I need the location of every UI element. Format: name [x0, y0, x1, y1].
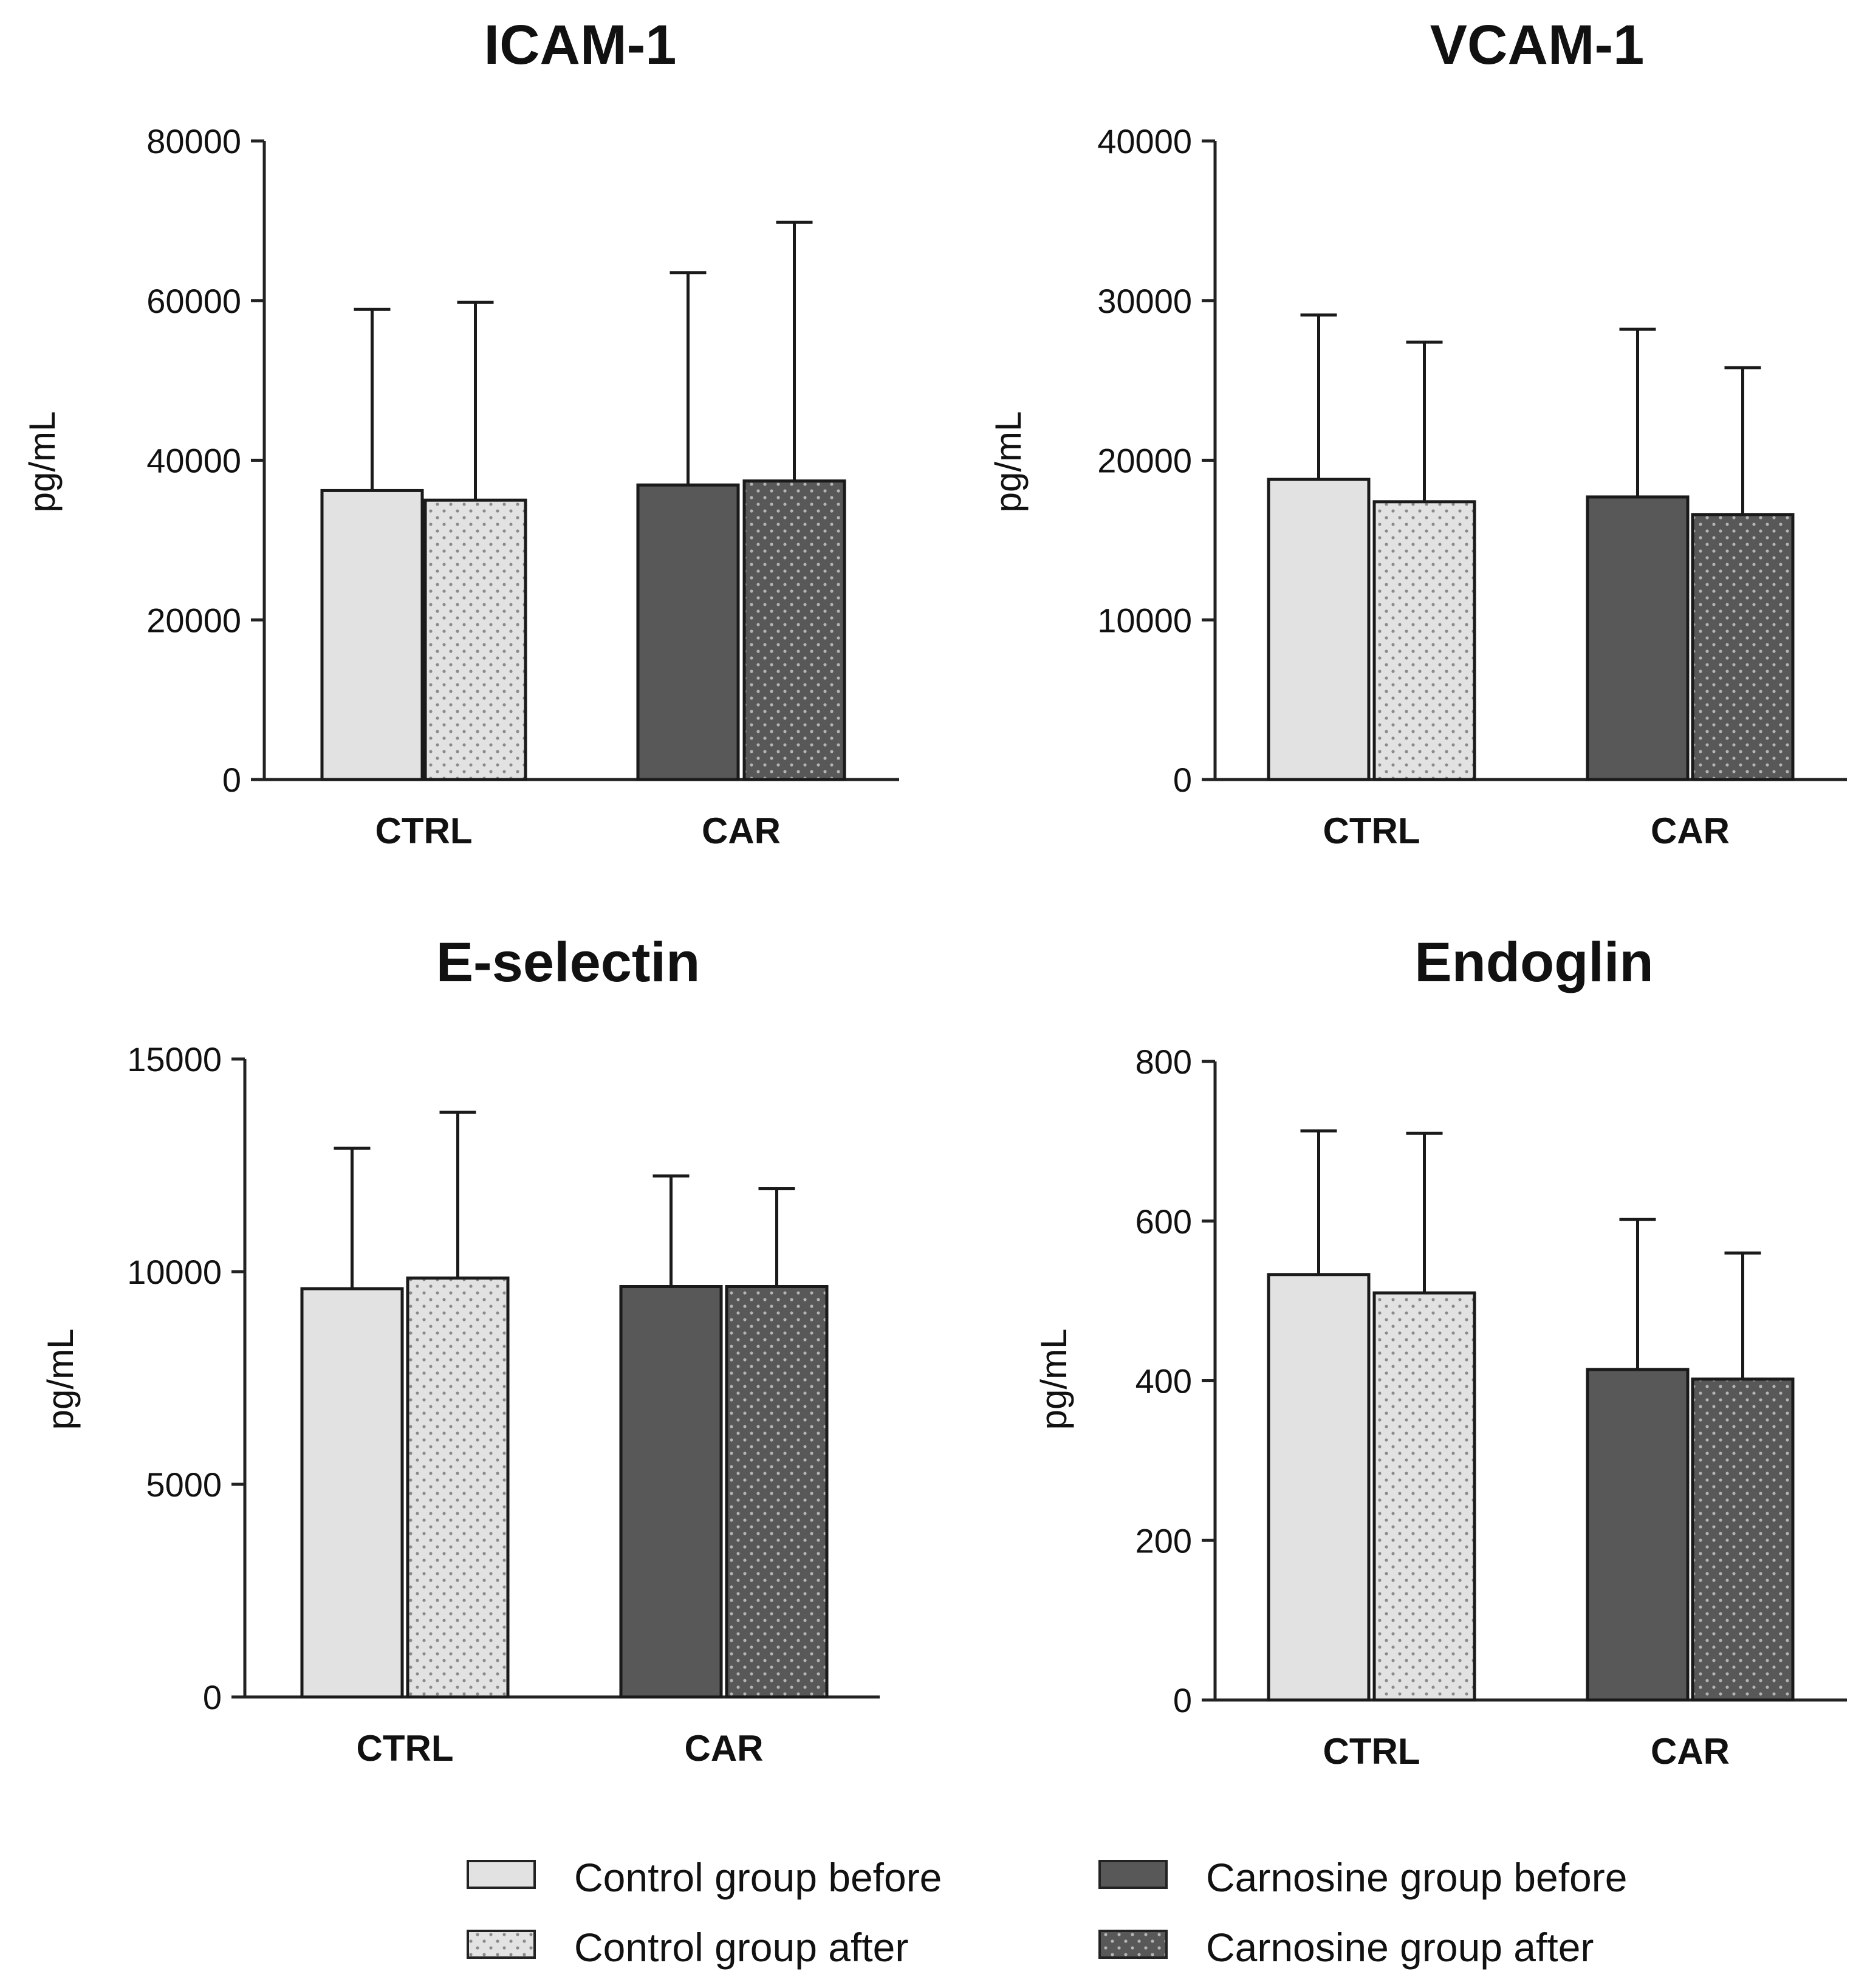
y-tick-label: 0	[1173, 1681, 1192, 1719]
legend: Control group before Control group after…	[467, 1855, 1627, 1970]
chart-panel-e-selectin: E-selectin pg/mL 0 5000 10000 15000 CTRL…	[40, 931, 880, 1769]
category-label: CTRL	[375, 811, 473, 851]
bar	[742, 479, 846, 781]
y-tick-label: 40000	[146, 442, 241, 480]
category-label: CTRL	[1323, 811, 1420, 851]
y-tick-label: 60000	[146, 282, 241, 320]
bar	[1267, 478, 1371, 781]
bars	[1267, 478, 1795, 781]
chart-title: VCAM-1	[1430, 14, 1645, 76]
category-label: CAR	[702, 811, 781, 851]
y-axis-label: pg/mL	[22, 411, 63, 513]
bar	[1267, 1273, 1371, 1702]
error-bars	[1300, 1129, 1761, 1379]
category-label: CTRL	[1323, 1731, 1420, 1772]
chart-panel-icam1: ICAM-1 pg/mL 0 20000 40000 60000 80000 C…	[22, 14, 899, 851]
y-tick-label: 600	[1135, 1202, 1192, 1241]
y-ticks: 0 200 400 600 800	[1135, 1043, 1192, 1719]
bar	[1586, 495, 1690, 781]
y-tick-label: 10000	[127, 1253, 222, 1291]
legend-label: Control group before	[574, 1855, 942, 1900]
chart-panel-vcam1: VCAM-1 pg/mL 0 10000 20000 30000 40000 C…	[988, 14, 1847, 851]
y-axis-label: pg/mL	[1033, 1329, 1074, 1430]
legend-swatch-control-after	[467, 1930, 536, 1959]
bar	[1372, 500, 1476, 781]
y-tick-label: 5000	[146, 1465, 222, 1504]
legend-swatch-control-before	[467, 1860, 536, 1889]
y-ticks: 0 20000 40000 60000 80000	[146, 122, 241, 799]
bars	[300, 1277, 829, 1699]
y-tick-label: 30000	[1097, 282, 1192, 320]
y-tick-label: 0	[222, 761, 241, 799]
category-labels: CTRL CAR	[357, 1728, 764, 1769]
category-labels: CTRL CAR	[375, 811, 781, 851]
y-tick-label: 10000	[1097, 601, 1192, 639]
y-axis-label: pg/mL	[988, 411, 1029, 513]
bar	[423, 498, 527, 781]
category-label: CAR	[1651, 1731, 1730, 1772]
y-tick-label: 0	[1173, 761, 1192, 799]
bar	[1691, 1377, 1795, 1702]
error-bars	[1300, 313, 1761, 515]
category-labels: CTRL CAR	[1323, 811, 1730, 851]
category-label: CAR	[685, 1728, 764, 1769]
y-tick-label: 800	[1135, 1043, 1192, 1081]
category-label: CTRL	[357, 1728, 454, 1769]
legend-label: Carnosine group before	[1206, 1855, 1627, 1900]
y-ticks: 0 5000 10000 15000	[127, 1040, 222, 1716]
legend-swatch-carnosine-before	[1098, 1860, 1168, 1889]
y-tick-label: 400	[1135, 1362, 1192, 1400]
bar	[1372, 1291, 1476, 1702]
y-tick-label: 15000	[127, 1040, 222, 1078]
y-tick-label: 40000	[1097, 122, 1192, 160]
bar	[1586, 1368, 1690, 1702]
y-axis-label: pg/mL	[40, 1329, 81, 1430]
chart-title: E-selectin	[436, 931, 700, 993]
bar	[1691, 513, 1795, 781]
chart-panel-endoglin: Endoglin pg/mL 0 200 400 600 800 CTRL CA…	[1033, 931, 1847, 1772]
bars	[1267, 1273, 1795, 1702]
y-tick-label: 0	[203, 1678, 222, 1716]
bar	[406, 1277, 510, 1699]
chart-title: ICAM-1	[484, 14, 677, 76]
legend-label: Control group after	[574, 1925, 908, 1970]
category-label: CAR	[1651, 811, 1730, 851]
bar	[619, 1285, 723, 1699]
bar	[636, 483, 740, 781]
error-bars	[354, 221, 813, 501]
bars	[320, 479, 846, 781]
y-tick-label: 20000	[1097, 442, 1192, 480]
chart-title: Endoglin	[1414, 931, 1653, 993]
category-labels: CTRL CAR	[1323, 1731, 1730, 1772]
error-bars	[334, 1111, 795, 1289]
legend-label: Carnosine group after	[1206, 1925, 1594, 1970]
y-tick-label: 200	[1135, 1521, 1192, 1560]
legend-swatch-carnosine-after	[1098, 1930, 1168, 1959]
y-ticks: 0 10000 20000 30000 40000	[1097, 122, 1192, 799]
bar	[320, 488, 424, 781]
bar	[300, 1287, 404, 1699]
bar	[725, 1285, 829, 1699]
y-tick-label: 80000	[146, 122, 241, 160]
y-tick-label: 20000	[146, 601, 241, 639]
